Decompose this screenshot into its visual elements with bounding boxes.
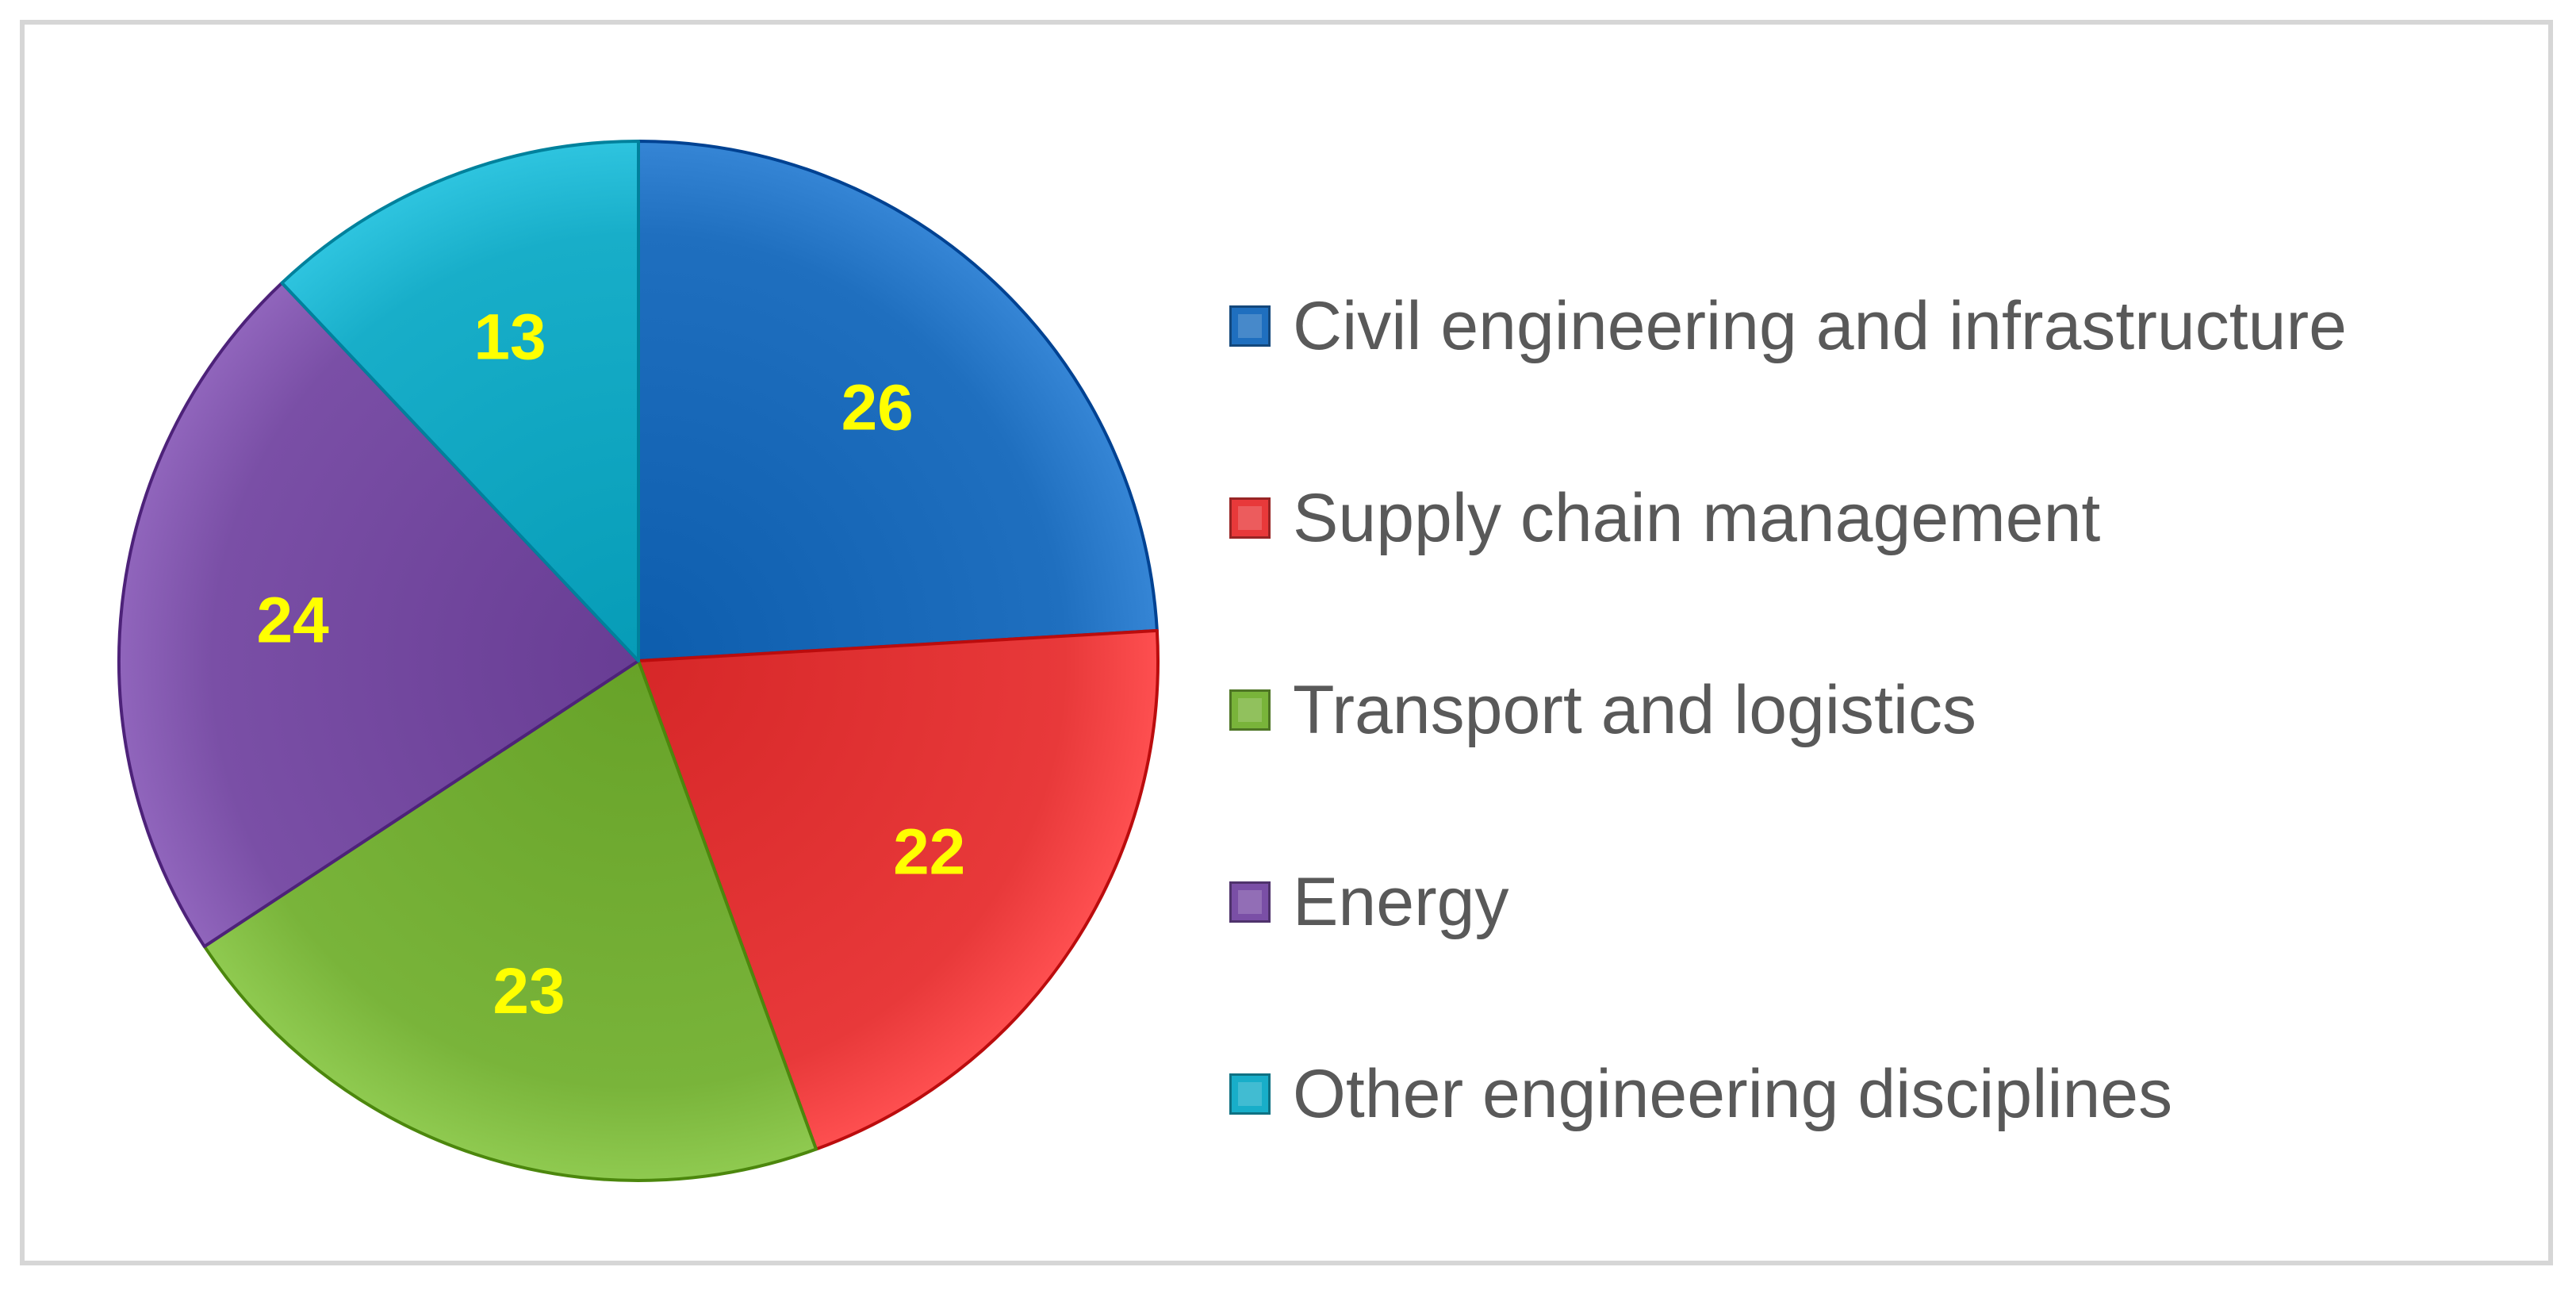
legend-swatch xyxy=(1229,881,1271,923)
legend-swatch xyxy=(1229,497,1271,539)
legend-swatch xyxy=(1229,1073,1271,1115)
legend-item-civil-engineering-and-infrastructure: Civil engineering and infrastructure xyxy=(1229,230,2347,422)
legend-label: Energy xyxy=(1293,863,1509,940)
legend-label: Other engineering disciplines xyxy=(1293,1055,2173,1132)
legend-swatch xyxy=(1229,689,1271,731)
legend-item-transport-and-logistics: Transport and logistics xyxy=(1229,614,2347,806)
legend-swatch xyxy=(1229,305,1271,347)
legend-label: Transport and logistics xyxy=(1293,671,1976,748)
legend-item-energy: Energy xyxy=(1229,806,2347,998)
legend-item-other-engineering-disciplines: Other engineering disciplines xyxy=(1229,998,2347,1190)
legend-label: Supply chain management xyxy=(1293,479,2101,556)
legend-item-supply-chain-management: Supply chain management xyxy=(1229,422,2347,614)
legend: Civil engineering and infrastructure Supp… xyxy=(1229,230,2347,1190)
legend-label: Civil engineering and infrastructure xyxy=(1293,287,2347,364)
